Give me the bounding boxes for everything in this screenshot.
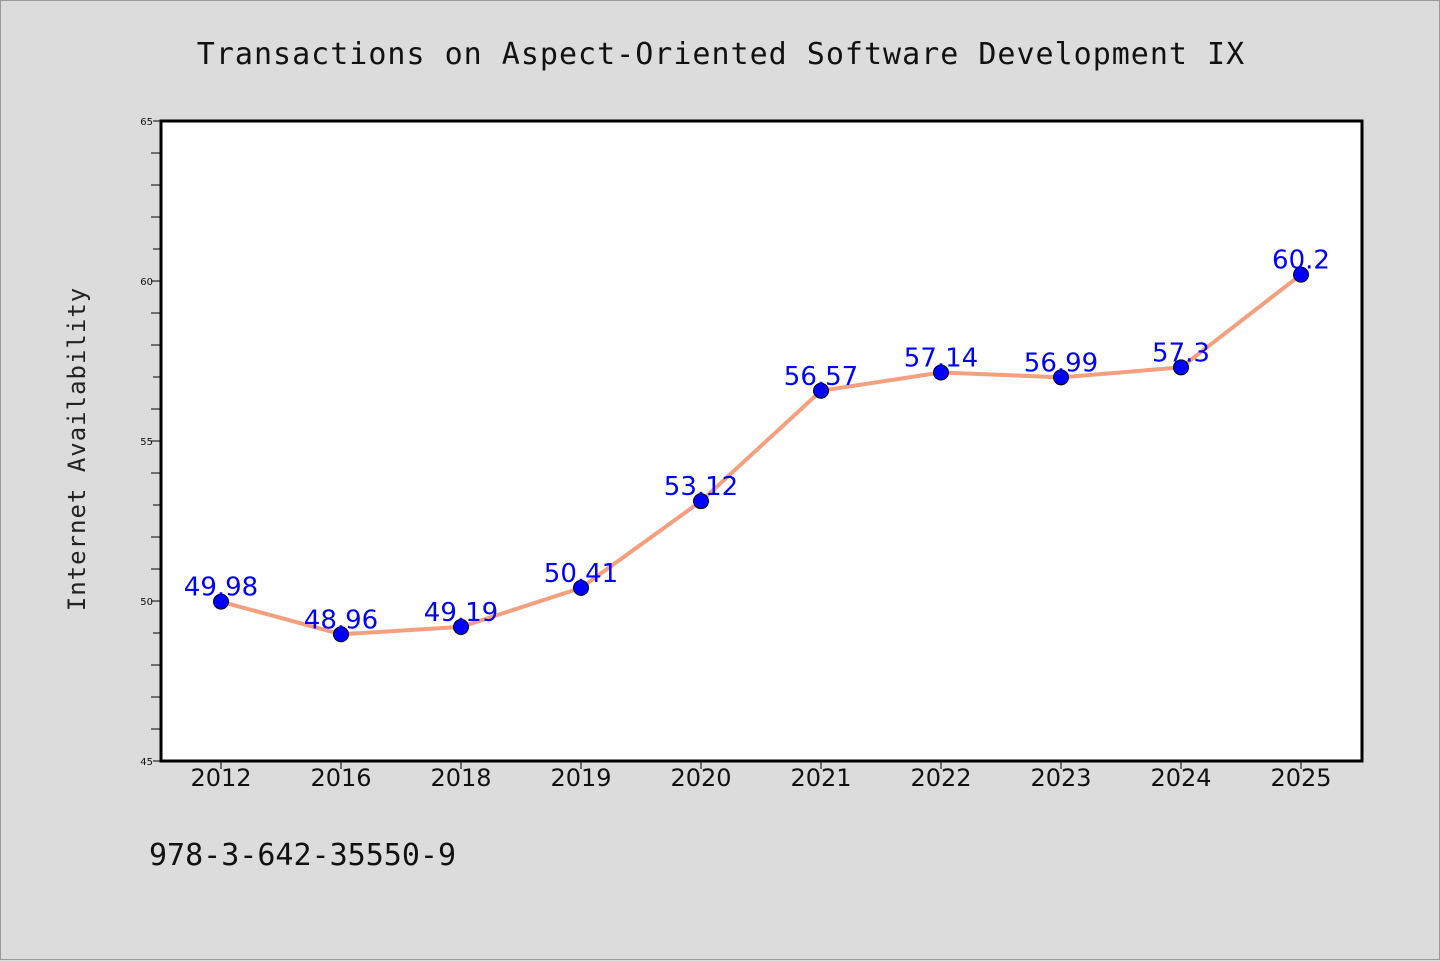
data-point (1293, 266, 1309, 283)
footer-isbn: 978-3-642-35550-9 (149, 838, 456, 873)
plot-area (161, 121, 1362, 761)
data-label: 56.99 (1024, 348, 1098, 378)
data-point (573, 579, 589, 596)
x-tick-label: 2022 (910, 764, 971, 792)
data-label: 60.2 (1272, 246, 1330, 276)
x-tick-label: 2016 (310, 764, 371, 792)
x-tick-label: 2012 (190, 764, 251, 792)
y-tick-label: 60 (140, 277, 153, 288)
x-tick-label: 2025 (1270, 764, 1331, 792)
data-labels: 49.98 48.96 49.19 50.41 53.12 56.57 57.14 56.99… (184, 246, 1330, 636)
y-tick-label: 50 (140, 597, 153, 608)
data-markers (213, 266, 1309, 643)
axis-ticks: 45 50 55 60 65 2012 2016 2018 2019 2020 2021 2022 20… (140, 117, 1331, 792)
x-tick-label: 2019 (550, 764, 611, 792)
y-tick-label: 45 (140, 757, 153, 768)
data-point (693, 493, 709, 510)
x-tick-label: 2024 (1150, 764, 1211, 792)
y-tick-label: 55 (140, 437, 153, 448)
data-point (1173, 359, 1189, 376)
data-label: 53.12 (664, 472, 738, 502)
data-label: 50.41 (544, 559, 618, 589)
x-tick-label: 2018 (430, 764, 491, 792)
x-tick-label: 2023 (1030, 764, 1091, 792)
data-label: 49.19 (424, 598, 498, 628)
chart-title: Transactions on Aspect-Oriented Software… (197, 37, 1245, 72)
y-axis-label: Internet Availability (63, 287, 91, 611)
data-label: 57.3 (1152, 338, 1210, 368)
y-tick-label: 65 (140, 117, 153, 128)
data-point (453, 618, 469, 635)
x-tick-label: 2021 (790, 764, 851, 792)
data-label: 49.98 (184, 573, 258, 603)
plot-frame (159, 119, 1364, 763)
data-point (333, 626, 349, 643)
series-line-group (220, 273, 1303, 637)
data-label: 48.96 (304, 605, 378, 635)
data-point (1053, 369, 1069, 386)
data-label: 57.14 (904, 344, 978, 374)
data-label: 56.57 (784, 362, 858, 392)
series-line (220, 273, 1303, 637)
data-point (813, 382, 829, 399)
data-point (933, 364, 949, 381)
data-point (213, 593, 229, 610)
x-tick-label: 2020 (670, 764, 731, 792)
